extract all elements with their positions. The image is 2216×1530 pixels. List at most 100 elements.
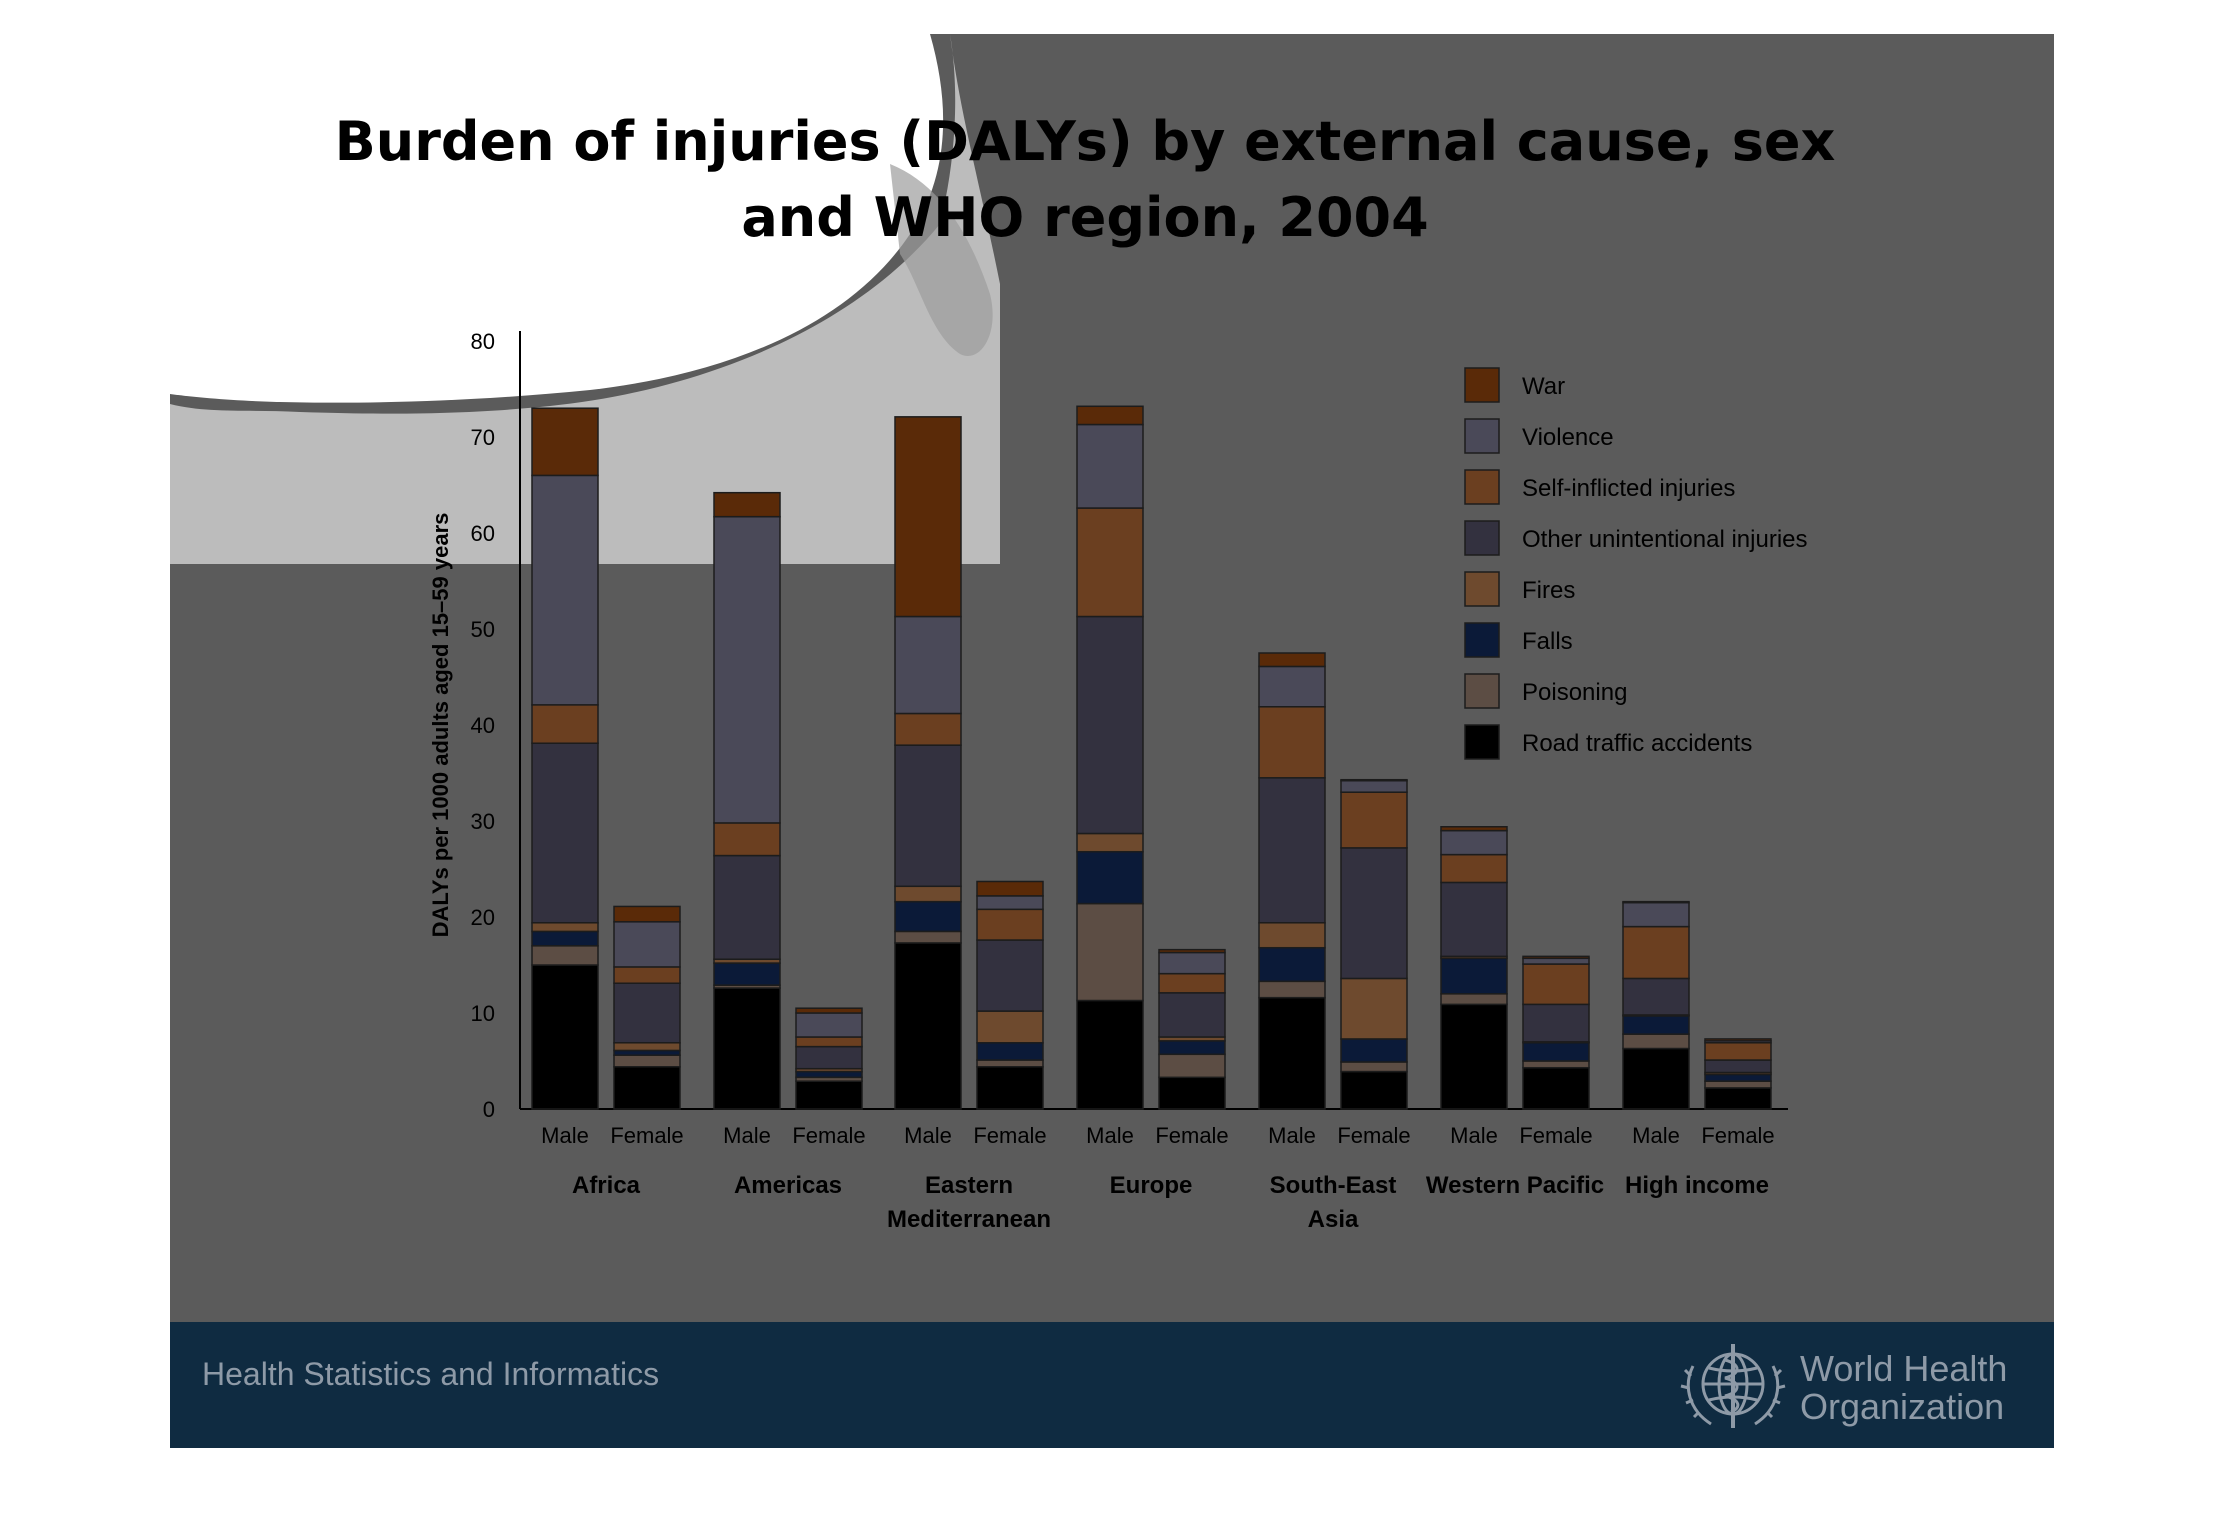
- region-label: Western Pacific: [1426, 1172, 1604, 1199]
- bar-segment: [1076, 423, 1144, 509]
- bar-segment: [613, 966, 681, 984]
- y-tick-label: 60: [471, 521, 495, 546]
- slide-title: Burden of injuries (DALYs) by external c…: [170, 104, 2000, 256]
- bar-segment: [613, 905, 681, 923]
- region-label: Americas: [734, 1172, 842, 1199]
- bar-segment: [894, 942, 962, 1110]
- legend-swatch: [1464, 571, 1500, 607]
- footer-bar: Health Statistics and Informatics World …: [170, 1322, 2054, 1448]
- bar-segment: [976, 908, 1044, 941]
- bar-segment: [894, 885, 962, 903]
- bar-segment: [1340, 778, 1408, 782]
- who-name-line-1: World Health: [1800, 1348, 2008, 1389]
- bar-segment: [1704, 1038, 1772, 1042]
- legend-swatch: [1464, 469, 1500, 505]
- bar-segment: [1440, 829, 1508, 856]
- slide: Burden of injuries (DALYs) by external c…: [170, 34, 2054, 1448]
- bar-segment: [1076, 832, 1144, 853]
- legend-label: Violence: [1522, 424, 1614, 451]
- bar-segment: [713, 987, 781, 1110]
- sex-label: Male: [541, 1123, 589, 1148]
- map-overlay-shape: [170, 34, 1000, 564]
- bar-segment: [1622, 1033, 1690, 1050]
- legend-label: War: [1522, 373, 1565, 400]
- bar-segment: [531, 742, 599, 924]
- bar-segment: [1340, 847, 1408, 980]
- bar-segment: [1522, 955, 1590, 960]
- bar-segment: [1076, 507, 1144, 618]
- bar-segment: [1158, 972, 1226, 994]
- bar-segment: [713, 854, 781, 960]
- bar-segment: [1440, 1003, 1508, 1110]
- bar-segment: [531, 407, 599, 477]
- region-label: High income: [1625, 1172, 1769, 1199]
- bar-segment: [531, 930, 599, 947]
- bar-segment: [1258, 996, 1326, 1110]
- legend-label: Road traffic accidents: [1522, 730, 1752, 757]
- region-label: Asia: [1308, 1206, 1359, 1233]
- legend-swatch: [1464, 673, 1500, 709]
- bar-segment: [795, 1070, 863, 1079]
- bar-segment: [531, 945, 599, 966]
- y-tick-label: 20: [471, 905, 495, 930]
- bar-segment: [613, 1066, 681, 1110]
- legend-swatch: [1464, 418, 1500, 454]
- bar-segment: [1076, 999, 1144, 1110]
- region-label: Mediterranean: [887, 1206, 1051, 1233]
- bar-segment: [1258, 946, 1326, 983]
- legend-swatch: [1464, 367, 1500, 403]
- bar-segment: [1622, 900, 1690, 904]
- bar-segment: [1076, 615, 1144, 835]
- y-tick-label: 40: [471, 713, 495, 738]
- sex-label: Female: [1155, 1123, 1228, 1148]
- bar-segment: [531, 704, 599, 744]
- bar-segment: [1704, 1073, 1772, 1082]
- bar-segment: [894, 744, 962, 888]
- bar-segment: [976, 880, 1044, 897]
- sex-label: Male: [723, 1123, 771, 1148]
- bar-segment: [1704, 1080, 1772, 1089]
- sex-label: Female: [973, 1123, 1046, 1148]
- bar-segment: [894, 930, 962, 944]
- legend-swatch: [1464, 724, 1500, 760]
- title-line-2: and WHO region, 2004: [741, 186, 1429, 249]
- map-highlight-shape: [170, 34, 944, 403]
- y-axis-title: DALYs per 1000 adults aged 15–59 years: [428, 513, 453, 938]
- region-label: Europe: [1110, 1172, 1193, 1199]
- bar-segment: [894, 900, 962, 933]
- bar-segment: [613, 1054, 681, 1068]
- bar-segment: [713, 962, 781, 986]
- bar-segment: [531, 964, 599, 1110]
- bar-segment: [1440, 993, 1508, 1006]
- who-name: World Health Organization: [1800, 1350, 2007, 1426]
- legend-label: Falls: [1522, 628, 1573, 655]
- bar-segment: [613, 921, 681, 968]
- bar-segment: [894, 615, 962, 715]
- bar-segment: [1258, 665, 1326, 708]
- bar-segment: [1258, 706, 1326, 779]
- bar-segment: [1622, 1015, 1690, 1035]
- bar-segment: [976, 939, 1044, 1012]
- bar-segment: [531, 474, 599, 706]
- bar-segment: [1258, 652, 1326, 668]
- bar-segment: [531, 922, 599, 933]
- legend-label: Poisoning: [1522, 679, 1627, 706]
- bar-segment: [1258, 980, 1326, 999]
- bar-segment: [1704, 1042, 1772, 1061]
- legend-label: Other unintentional injuries: [1522, 526, 1808, 553]
- bar-segment: [1158, 948, 1226, 954]
- sex-label: Male: [1086, 1123, 1134, 1148]
- bar-segment: [1440, 826, 1508, 832]
- sex-label: Male: [1450, 1123, 1498, 1148]
- bar-segment: [1622, 1047, 1690, 1110]
- bar-segment: [1440, 853, 1508, 884]
- bar-segment: [976, 1066, 1044, 1110]
- bar-segment: [1340, 779, 1408, 793]
- y-tick-label: 0: [483, 1097, 495, 1122]
- bar-segment: [713, 822, 781, 857]
- title-line-1: Burden of injuries (DALYs) by external c…: [334, 110, 1836, 173]
- who-name-line-2: Organization: [1800, 1386, 2005, 1427]
- bar-segment: [1622, 925, 1690, 980]
- bar-segment: [713, 491, 781, 518]
- bar-segment: [894, 712, 962, 746]
